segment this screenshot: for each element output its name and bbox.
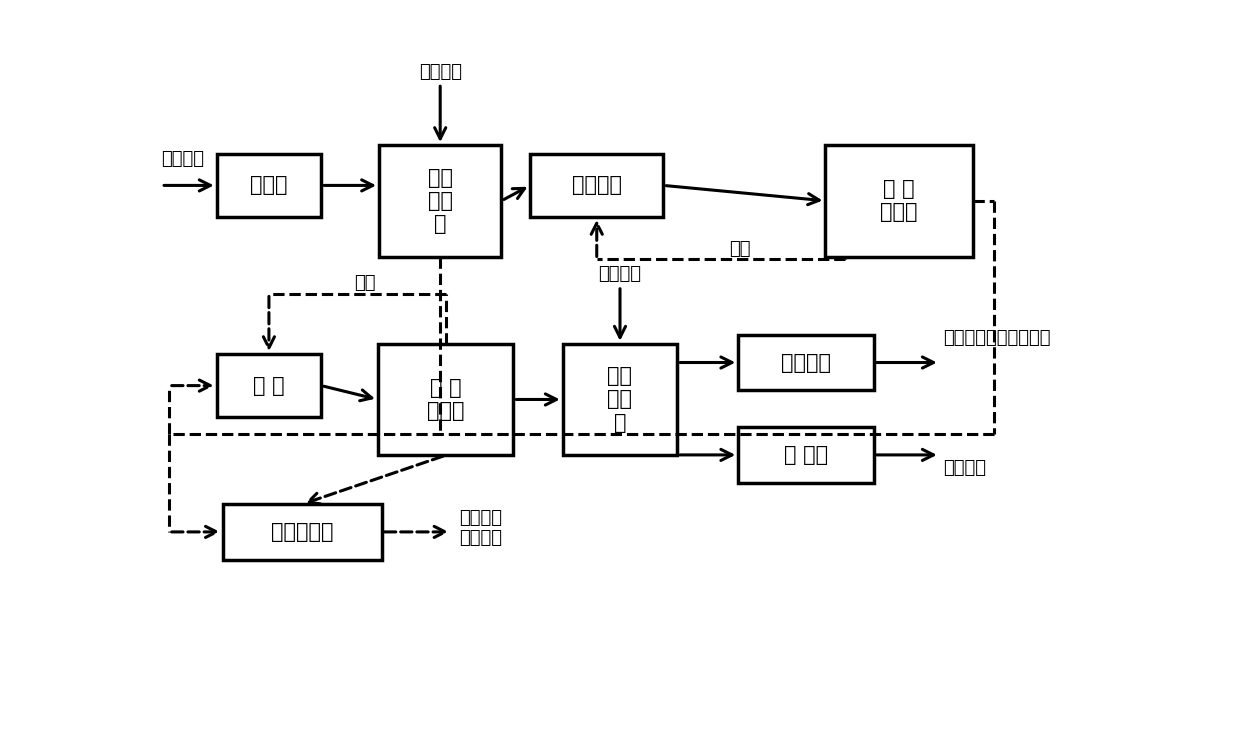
Bar <box>378 344 513 455</box>
Text: 沉淀
气浮
一: 沉淀 气浮 一 <box>428 168 453 234</box>
Text: 沉淀
气浮
二: 沉淀 气浮 二 <box>608 366 632 432</box>
Bar <box>563 344 677 455</box>
Bar <box>826 145 972 256</box>
Bar <box>738 335 874 390</box>
Text: 净 水池: 净 水池 <box>784 445 828 465</box>
Text: 物化加药: 物化加药 <box>599 265 641 283</box>
Bar <box>738 427 874 483</box>
Bar <box>531 154 663 217</box>
Text: 污泥经压
缩后处理: 污泥经压 缩后处理 <box>459 509 502 548</box>
Text: 好 氧: 好 氧 <box>253 376 285 395</box>
Text: 好 氧
二沉池: 好 氧 二沉池 <box>427 378 464 421</box>
Text: 回用水池: 回用水池 <box>781 352 831 372</box>
Bar <box>223 504 382 559</box>
Bar <box>217 154 321 217</box>
Text: 物化加药: 物化加药 <box>419 63 461 81</box>
Text: 简单回用，少部分洗布: 简单回用，少部分洗布 <box>944 329 1052 347</box>
Text: 水解厌氧: 水解厌氧 <box>572 175 621 195</box>
Text: 回流: 回流 <box>355 274 376 292</box>
Text: 纳管外排: 纳管外排 <box>944 458 987 477</box>
Text: 回流: 回流 <box>729 239 751 258</box>
Text: 调节池: 调节池 <box>250 175 288 195</box>
Text: 污泥浓缩池: 污泥浓缩池 <box>272 522 334 542</box>
Text: 生产废水: 生产废水 <box>161 151 205 169</box>
Bar <box>379 145 501 256</box>
Bar <box>217 354 321 417</box>
Text: 水 解
一沉池: 水 解 一沉池 <box>880 179 918 222</box>
